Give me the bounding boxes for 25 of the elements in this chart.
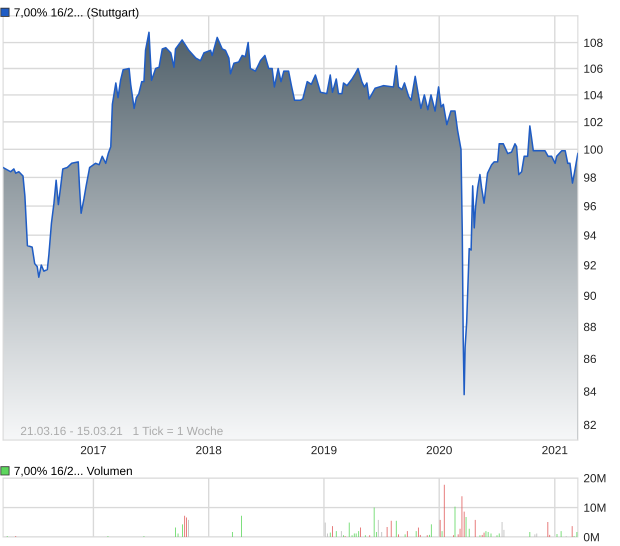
- y-tick-label: 10M: [584, 504, 606, 512]
- y-tick-label: 102: [584, 118, 602, 126]
- x-tick-label: 2018: [196, 446, 222, 454]
- y-tick-label: 90: [584, 292, 596, 300]
- y-tick-label: 84: [584, 387, 596, 396]
- y-tick-label: 104: [584, 90, 603, 100]
- y-tick-label: 20M: [584, 474, 606, 482]
- y-tick-label: 100: [584, 145, 603, 154]
- legend-label: 7,00% 16/2... Volumen: [14, 466, 132, 476]
- y-tick-label: 98: [584, 173, 596, 182]
- y-tick-label: 106: [584, 64, 603, 73]
- x-tick-label: 2020: [426, 446, 452, 454]
- y-tick-label: 86: [584, 354, 596, 364]
- y-tick-label: 0M: [584, 533, 599, 542]
- y-tick-label: 92: [584, 261, 596, 270]
- x-tick-label: 2017: [80, 446, 106, 454]
- y-tick-label: 108: [584, 38, 603, 47]
- y-tick-label: 82: [584, 420, 596, 430]
- y-tick-label: 96: [584, 202, 596, 210]
- x-tick-label: 2021: [542, 446, 568, 454]
- y-tick-label: 94: [584, 231, 596, 240]
- x-tick-label: 2019: [311, 446, 337, 454]
- legend-label: 7,00% 16/2... (Stuttgart): [14, 8, 138, 19]
- y-tick-label: 88: [584, 322, 596, 332]
- annotation: 21.03.16 - 15.03.21 1 Tick = 1 Woche: [20, 426, 223, 436]
